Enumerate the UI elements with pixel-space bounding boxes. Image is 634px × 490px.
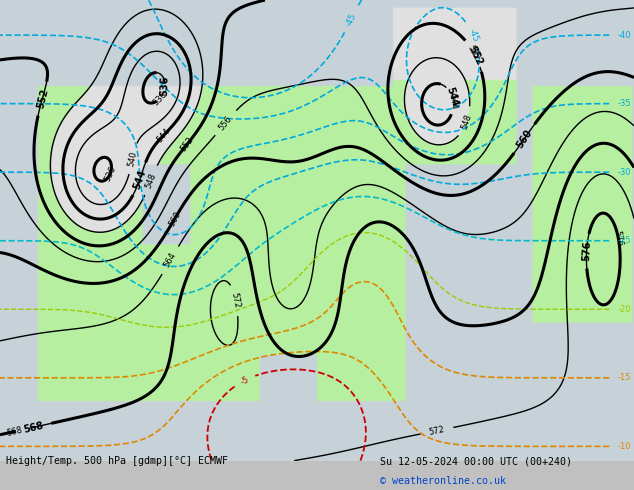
Text: -5: -5 [239,374,250,387]
Text: 556: 556 [217,114,234,132]
Text: Height/Temp. 500 hPa [gdmp][°C] ECMWF: Height/Temp. 500 hPa [gdmp][°C] ECMWF [6,457,228,466]
Text: 576: 576 [581,241,592,262]
Text: 572: 572 [230,292,242,309]
Text: 536: 536 [151,90,169,107]
Text: -10: -10 [618,442,631,451]
Text: 548: 548 [460,113,474,131]
Text: 544: 544 [448,94,458,110]
Text: -30: -30 [618,168,631,177]
Text: 552: 552 [466,44,484,67]
Text: -45: -45 [344,11,358,27]
Text: 564: 564 [162,251,178,270]
Text: © weatheronline.co.uk: © weatheronline.co.uk [380,476,507,486]
Text: 548: 548 [144,171,158,189]
Text: 544: 544 [132,168,148,190]
Text: 568: 568 [6,425,23,438]
Text: -20: -20 [618,305,631,314]
Text: 536: 536 [160,76,171,97]
Text: 568: 568 [22,420,44,435]
Text: -45: -45 [467,27,480,44]
Text: 560: 560 [515,127,534,150]
Text: 544: 544 [155,126,172,144]
Text: 572: 572 [429,425,446,437]
Text: 576: 576 [612,230,624,247]
Text: -40: -40 [618,30,631,40]
Text: -15: -15 [618,373,631,382]
Text: 560: 560 [167,210,183,228]
Text: 536: 536 [103,165,117,183]
Text: 544: 544 [444,86,460,108]
Text: -35: -35 [618,99,631,108]
Text: 552: 552 [179,135,196,153]
Text: 540: 540 [127,150,139,167]
Text: 552: 552 [35,88,49,110]
Text: -25: -25 [618,236,631,245]
Text: Su 12-05-2024 00:00 UTC (00+240): Su 12-05-2024 00:00 UTC (00+240) [380,457,573,466]
Text: 552: 552 [466,43,481,61]
